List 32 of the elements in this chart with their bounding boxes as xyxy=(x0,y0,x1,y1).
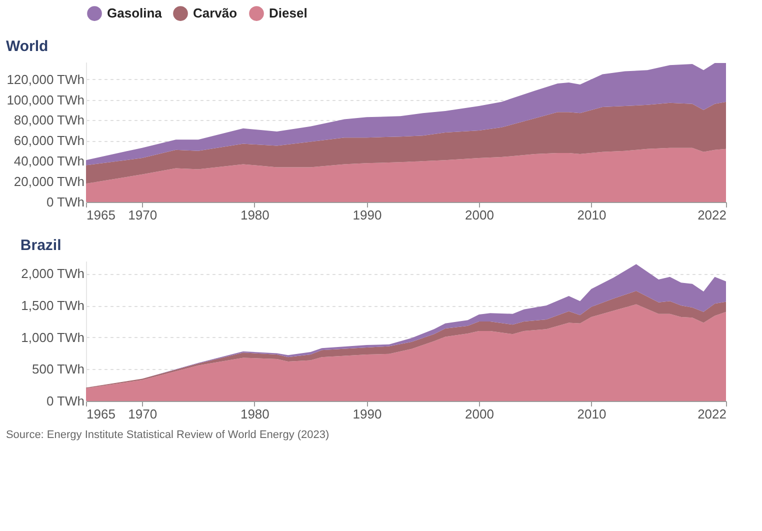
y-tick-label: 80,000 TWh xyxy=(14,112,84,128)
chart-title: World xyxy=(6,38,48,55)
x-tick-label: 2010 xyxy=(577,208,606,222)
source-note: Source: Energy Institute Statistical Review of World Energy (2023) xyxy=(6,429,330,441)
y-tick-label: 60,000 TWh xyxy=(14,133,84,148)
legend-label: Diesel xyxy=(269,6,308,21)
y-tick-label: 0 TWh xyxy=(46,194,84,210)
x-tick-label: 2022 xyxy=(698,406,726,422)
x-tick-label: 1990 xyxy=(352,208,382,222)
x-tick-label: 1970 xyxy=(128,208,158,222)
x-tick-label: 1965 xyxy=(86,208,116,222)
y-tick-label: 40,000 TWh xyxy=(14,154,84,169)
y-tick-label: 120,000 TWh xyxy=(6,72,84,87)
y-tick-label: 2,000 TWh xyxy=(21,266,84,282)
y-tick-label: 500 TWh xyxy=(32,362,84,377)
x-tick-label: 1980 xyxy=(240,406,270,422)
chart-title: Brazil xyxy=(20,237,62,254)
x-tick-label: 1980 xyxy=(240,208,270,222)
y-tick-label: 100,000 TWh xyxy=(6,92,84,108)
x-tick-label: 2010 xyxy=(577,406,606,422)
y-tick-label: 0 TWh xyxy=(46,394,84,408)
x-tick-label: 2000 xyxy=(465,406,494,422)
x-tick-label: 2022 xyxy=(698,208,726,222)
y-tick-label: 1,000 TWh xyxy=(21,330,84,345)
x-tick-label: 1970 xyxy=(128,406,158,422)
x-tick-label: 2000 xyxy=(465,208,494,222)
x-tick-label: 1990 xyxy=(352,406,382,422)
x-tick-label: 1965 xyxy=(86,406,116,422)
y-tick-label: 20,000 TWh xyxy=(14,174,84,190)
legend-label: Carvão xyxy=(193,6,238,21)
legend-label: Gasolina xyxy=(107,6,163,21)
y-tick-label: 1,500 TWh xyxy=(21,298,84,314)
